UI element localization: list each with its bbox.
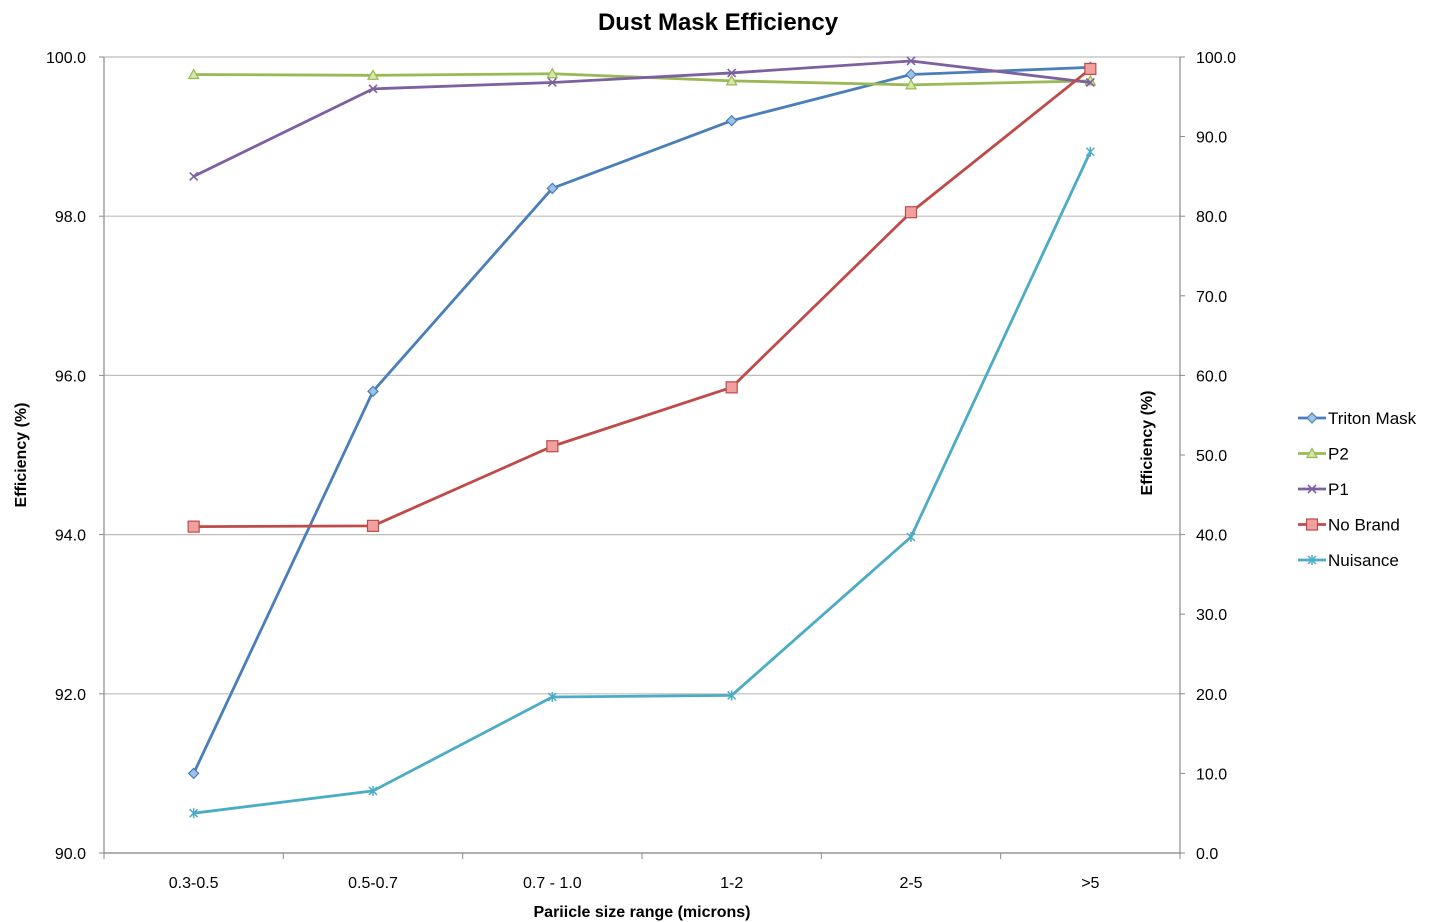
chart-title: Dust Mask Efficiency: [598, 9, 839, 36]
data-point: [906, 531, 916, 542]
data-point: [367, 385, 379, 398]
series-line: [192, 65, 1091, 774]
x-tick-label: 0.3-0.5: [169, 875, 219, 892]
data-point: [547, 691, 557, 702]
data-point: [727, 68, 737, 78]
data-point: [189, 171, 199, 181]
x-tick-label: 1-2: [720, 875, 743, 892]
data-point: [725, 74, 738, 86]
series-group: [187, 56, 1097, 819]
data-point: [546, 182, 559, 195]
series-line: [193, 67, 1092, 529]
data-point: [725, 381, 738, 394]
data-point: [727, 690, 737, 701]
data-point: [366, 69, 380, 80]
data-point: [368, 84, 378, 94]
y-right-tick-label: 40.0: [1196, 528, 1227, 545]
data-point: [906, 56, 916, 66]
y-right-tick-label: 10.0: [1196, 766, 1227, 783]
data-point: [904, 78, 918, 90]
y-right-tick-label: 20.0: [1196, 687, 1227, 704]
y-right-ticks: 0.0 10.0 20.0 30.0 40.0 50.0 60.0 70.0 80.0 90.0 1…: [1180, 50, 1236, 863]
series-line: [193, 151, 1092, 815]
x-axis-label: Pariicle size range (microns): [534, 904, 751, 921]
y-left-tick-label: 96.0: [55, 368, 86, 385]
y-right-tick-label: 80.0: [1196, 209, 1227, 226]
legend-item: Triton Mask: [1298, 409, 1417, 428]
series-nuisance: [189, 146, 1095, 819]
legend-item: No Brand: [1298, 516, 1400, 535]
y-left-tick-label: 94.0: [55, 528, 86, 545]
series-no-brand: [187, 62, 1097, 533]
data-point: [904, 206, 918, 219]
y-right-tick-label: 30.0: [1196, 607, 1227, 624]
y-left-tick-label: 92.0: [55, 687, 86, 704]
y-right-tick-label: 90.0: [1196, 130, 1227, 147]
axes: [103, 57, 1181, 854]
legend: Triton Mask P2 P1 No Brand Nuisance: [1298, 409, 1417, 570]
y-left-tick-label: 100.0: [46, 50, 86, 67]
legend-item: P2: [1298, 445, 1349, 464]
data-point: [1307, 484, 1317, 494]
y-left-tick-label: 90.0: [55, 846, 86, 863]
y-right-tick-label: 50.0: [1196, 448, 1227, 465]
data-point: [546, 67, 559, 79]
x-tick-label: 2-5: [899, 875, 922, 892]
data-point: [1306, 412, 1318, 424]
legend-label: No Brand: [1328, 516, 1400, 535]
x-axis-ticks: 0.3-0.5 0.5-0.7 0.7 - 1.0 1-2 2-5 >5: [103, 853, 1181, 892]
legend-label: P1: [1328, 480, 1349, 499]
data-point: [189, 808, 199, 819]
data-point: [1305, 447, 1319, 459]
x-tick-label: 0.7 - 1.0: [523, 875, 582, 892]
grid-lines: [104, 56, 1180, 854]
legend-item: Nuisance: [1298, 551, 1399, 570]
data-point: [187, 520, 200, 533]
legend-label: Triton Mask: [1328, 409, 1417, 428]
series-triton-mask: [187, 61, 1097, 780]
y-right-tick-label: 0.0: [1196, 846, 1218, 863]
data-point: [368, 785, 378, 796]
data-point: [187, 68, 200, 80]
y-right-tick-label: 70.0: [1196, 289, 1227, 306]
data-point: [547, 77, 557, 88]
y-left-axis-label: Efficiency (%): [13, 403, 30, 508]
y-right-tick-label: 100.0: [1196, 50, 1236, 67]
legend-label: Nuisance: [1328, 551, 1399, 570]
data-point: [187, 767, 200, 780]
y-left-tick-label: 98.0: [55, 209, 86, 226]
x-tick-label: >5: [1081, 875, 1099, 892]
y-left-ticks: 90.0 92.0 94.0 96.0 98.0 100.0: [46, 50, 104, 863]
series-line: [193, 59, 1091, 178]
data-point: [1085, 146, 1095, 157]
data-point: [1307, 555, 1317, 565]
data-point: [1085, 77, 1095, 88]
legend-label: P2: [1328, 445, 1349, 464]
legend-item: P1: [1298, 480, 1349, 499]
x-tick-label: 0.5-0.7: [348, 875, 398, 892]
y-right-axis-label: Efficiency (%): [1139, 391, 1156, 496]
data-point: [1084, 62, 1097, 76]
data-point: [546, 440, 559, 453]
data-point: [905, 68, 917, 81]
data-point: [1305, 518, 1319, 531]
series-line: [193, 72, 1091, 87]
y-right-tick-label: 60.0: [1196, 368, 1227, 385]
data-point: [366, 519, 380, 532]
series-p1: [189, 56, 1095, 181]
data-point: [725, 114, 738, 127]
